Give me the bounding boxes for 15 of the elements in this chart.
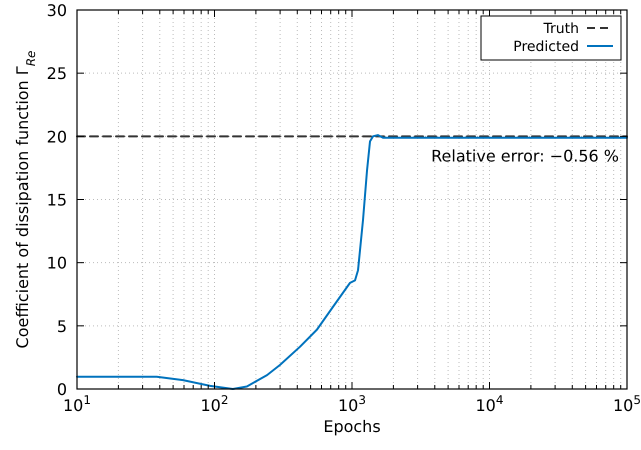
x-tick-label: 10$^{2}$ <box>200 393 228 415</box>
x-tick-label: 10$^{5}$ <box>613 393 641 415</box>
annotation: Relative error: −0.56 % <box>431 146 619 166</box>
y-tick-label: 15 <box>46 190 67 210</box>
y-tick-label: 0 <box>56 380 67 399</box>
legend-label: Predicted <box>513 39 579 55</box>
y-tick-label: 25 <box>46 64 67 84</box>
y-tick-label: 10 <box>46 254 67 273</box>
x-tick-label: 10$^{3}$ <box>338 393 366 415</box>
legend-label: Truth <box>542 21 579 37</box>
y-tick-label: 5 <box>56 316 67 336</box>
x-tick-label: 10$^{4}$ <box>476 393 504 415</box>
y-tick-label: 30 <box>46 1 67 20</box>
y-tick-label: 20 <box>46 127 67 146</box>
x-axis-title: Epochs <box>323 417 381 436</box>
